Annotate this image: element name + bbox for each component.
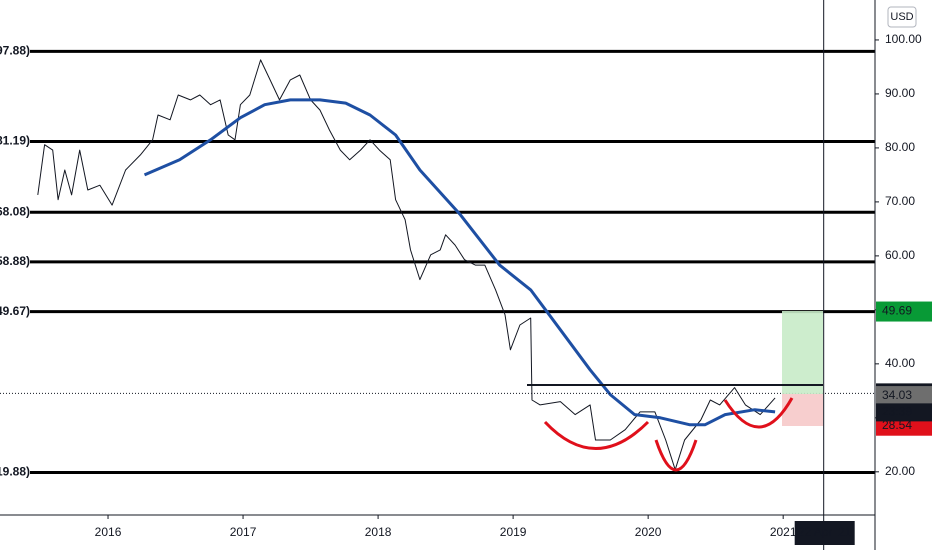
y-tick-label: 70.00: [885, 194, 915, 208]
level-label-bg: [0, 251, 30, 272]
countdown-bg: [876, 403, 932, 422]
y-tick-label: 100.00: [885, 32, 922, 46]
countdown: 23:39: [882, 405, 912, 419]
level-label-bg: [0, 131, 30, 152]
y-tick-label: 90.00: [885, 86, 915, 100]
level-label: (97.88): [0, 44, 30, 58]
target-zone: [782, 311, 823, 394]
y-tick-label: 80.00: [885, 140, 915, 154]
price-label: 49.69: [882, 304, 912, 318]
x-tick-label: 2018: [365, 525, 392, 539]
left-shoulder-arc: [543, 420, 650, 450]
y-tick-label: 60.00: [885, 248, 915, 262]
x-tick-label: 2020: [635, 525, 662, 539]
overlay: 20.0030.0040.0050.0060.0070.0080.0090.00…: [95, 0, 932, 550]
currency-box: [887, 6, 917, 28]
price-line: [37, 59, 776, 471]
level-label-bg: [0, 301, 30, 322]
crosshair-label-bg: [794, 521, 855, 545]
price-label-bg: [876, 301, 932, 322]
level-label: (19.88): [0, 465, 30, 479]
level-label: (58.88): [0, 254, 30, 268]
x-tick-label: 2019: [500, 525, 527, 539]
price-label: 34.03: [882, 388, 912, 402]
plot-area: (97.88) (81.19) (68.08) (58.88) (49.67) (19.8…: [0, 41, 875, 483]
level-label: (49.67): [0, 304, 30, 318]
level-label: (68.08): [0, 204, 30, 218]
level-label-bg: [0, 202, 30, 223]
time-axis: [0, 515, 932, 550]
y-tick-label: 20.00: [885, 464, 915, 478]
currency: USD: [890, 11, 913, 23]
level-label: (81.19): [0, 134, 30, 148]
level-label-bg: [0, 41, 30, 62]
x-tick-label: 2021: [770, 525, 797, 539]
x-tick-label: 2016: [95, 525, 122, 539]
y-tick-label: 40.00: [885, 356, 915, 370]
moving-average: [143, 98, 776, 427]
level-label-bg: [0, 462, 30, 483]
head-arc: [654, 439, 698, 472]
right-shoulder-arc: [723, 397, 794, 429]
x-tick-label: 2017: [230, 525, 257, 539]
crosshair-label: 22 Apr '21: [798, 525, 852, 539]
price-label: 28.54: [882, 418, 912, 432]
price-label-bg: [876, 386, 932, 407]
price-axis: [875, 0, 932, 550]
stop-zone: [782, 394, 823, 426]
